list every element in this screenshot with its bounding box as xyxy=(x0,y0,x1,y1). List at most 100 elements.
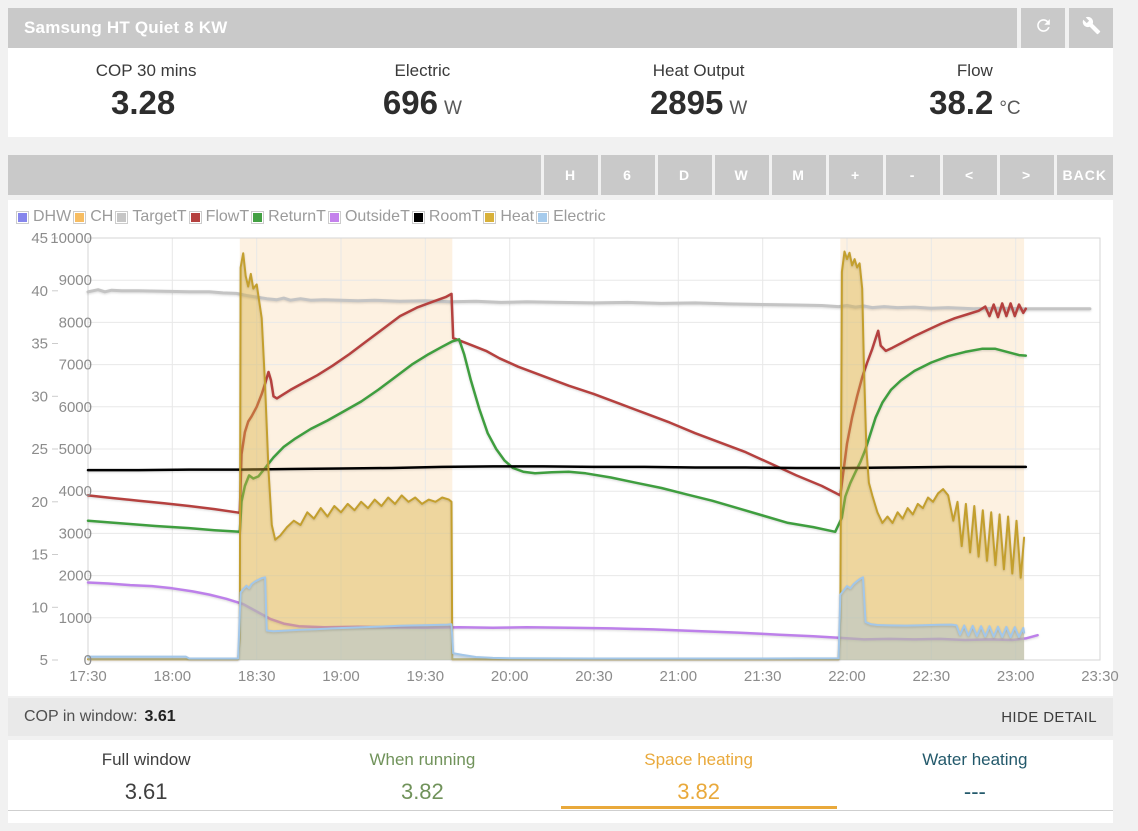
legend-label: Electric xyxy=(553,208,606,225)
detail-label: Water heating xyxy=(922,750,1028,769)
detail-label: Space heating xyxy=(644,750,753,769)
stat-label: COP 30 mins xyxy=(95,61,197,80)
toolbar-button-zoom-in[interactable]: + xyxy=(825,155,883,195)
detail-tab-full-window[interactable]: Full window 3.61 xyxy=(8,750,284,805)
power-axis-tick-label: 6000 xyxy=(59,399,92,416)
legend-item: CH xyxy=(73,208,115,226)
power-axis-tick-label: 8000 xyxy=(59,314,92,331)
toolbar-button-week[interactable]: W xyxy=(711,155,769,195)
power-axis-tick-label: 9000 xyxy=(59,272,92,289)
temp-axis-tick-label: 40 xyxy=(31,283,48,300)
stats-panel: COP 30 mins 3.28 Electric 696 W Heat Outp… xyxy=(8,48,1113,137)
temp-axis-tick-label: 25 xyxy=(31,441,48,458)
x-axis-tick-label: 18:00 xyxy=(154,668,192,685)
temp-axis-tick-label: 35 xyxy=(31,336,48,353)
hide-detail-button[interactable]: HIDE DETAIL xyxy=(1001,708,1097,726)
app-container: Samsung HT Quiet 8 KW COP 30 mins 3.28 E… xyxy=(8,8,1119,823)
series-line-returnt xyxy=(86,338,1028,534)
temp-axis-tick-label: 20 xyxy=(31,494,48,511)
legend-item: TargetT xyxy=(115,208,188,226)
power-axis-tick-label: 1000 xyxy=(59,610,92,627)
detail-tab-water-heating[interactable]: Water heating --- xyxy=(837,750,1113,805)
series-fill-heat xyxy=(88,251,1025,660)
refresh-button[interactable] xyxy=(1021,8,1065,48)
settings-button[interactable] xyxy=(1069,8,1113,48)
stat-value: 3.28 xyxy=(111,84,176,121)
stat-heat-output: Heat Output 2895 W xyxy=(561,48,837,137)
legend-label: RoomT xyxy=(428,208,482,225)
legend-item: OutsideT xyxy=(327,208,412,226)
detail-tab-when-running[interactable]: When running 3.82 xyxy=(284,750,560,805)
series-line-flowt xyxy=(86,292,1028,515)
x-axis-tick-label: 19:00 xyxy=(322,668,360,685)
series-fill-electric xyxy=(88,577,1025,660)
cop-window-bar: COP in window: 3.61 HIDE DETAIL xyxy=(8,698,1113,736)
temp-axis-tick-label: 45 xyxy=(31,230,48,247)
toolbar-button-hour[interactable]: H xyxy=(540,155,598,195)
legend-label: DHW xyxy=(33,208,72,225)
legend-label: ReturnT xyxy=(268,208,326,225)
legend-item: DHW xyxy=(16,208,73,226)
legend-label: OutsideT xyxy=(344,208,410,225)
temp-axis-tick-label: 30 xyxy=(31,388,48,405)
x-axis-tick-label: 21:00 xyxy=(660,668,698,685)
detail-label: When running xyxy=(369,750,476,769)
stat-value: 38.2 xyxy=(929,84,994,121)
chart-plot-area[interactable]: 17:30 18:00 18:30 19:00 19:30 20:00 20:30 21:00… xyxy=(8,228,1118,688)
legend-swatch-outsidet xyxy=(327,210,341,224)
toolbar-button-zoom-out[interactable]: - xyxy=(882,155,940,195)
active-detail-underline xyxy=(560,806,837,809)
series-line-roomt xyxy=(86,465,1028,472)
detail-value: --- xyxy=(963,779,986,804)
detail-panel: Full window 3.61 When running 3.82 Space… xyxy=(8,740,1113,823)
toolbar-button-six-hours[interactable]: 6 xyxy=(597,155,655,195)
x-axis-tick-label: 23:30 xyxy=(1081,668,1119,685)
power-axis-tick-label: 2000 xyxy=(59,568,92,585)
power-axis-tick-label: 5000 xyxy=(59,441,92,458)
legend-item: FlowT xyxy=(188,208,252,226)
legend-swatch-ch xyxy=(73,210,87,224)
x-axis-tick-label: 19:30 xyxy=(407,668,445,685)
detail-label: Full window xyxy=(101,750,191,769)
temp-axis-tick-label: 5 xyxy=(40,652,48,669)
toolbar-button-month[interactable]: M xyxy=(768,155,826,195)
legend-label: TargetT xyxy=(132,208,187,225)
detail-divider xyxy=(8,810,1113,811)
legend-label: CH xyxy=(90,208,114,225)
legend-swatch-heat xyxy=(483,210,497,224)
toolbar-button-pan-right[interactable]: > xyxy=(996,155,1054,195)
legend-item: ReturnT xyxy=(251,208,328,226)
series-line-electric xyxy=(87,576,1026,660)
stat-cop-30-mins: COP 30 mins 3.28 xyxy=(8,48,284,137)
series-line-outsidet xyxy=(86,581,1039,642)
x-axis-tick-label: 17:30 xyxy=(69,668,107,685)
stat-label: Heat Output xyxy=(652,61,745,80)
power-axis-tick-label: 7000 xyxy=(59,357,92,374)
legend-swatch-returnt xyxy=(251,210,265,224)
legend-item: Electric xyxy=(536,208,607,226)
legend-item: RoomT xyxy=(411,208,483,226)
chart-toolbar: H 6 D W M + - < > BACK xyxy=(8,155,1113,195)
legend-item: Heat xyxy=(483,208,536,226)
legend-swatch-flowt xyxy=(188,210,202,224)
stat-electric: Electric 696 W xyxy=(284,48,560,137)
stat-value: 2895 xyxy=(649,84,724,121)
legend-swatch-electric xyxy=(536,210,550,224)
toolbar-button-back[interactable]: BACK xyxy=(1053,155,1113,195)
toolbar-button-pan-left[interactable]: < xyxy=(939,155,997,195)
x-axis-tick-label: 20:30 xyxy=(575,668,613,685)
x-axis-tick-label: 22:00 xyxy=(828,668,866,685)
cop-window-value: 3.61 xyxy=(144,708,176,725)
x-axis-tick-label: 21:30 xyxy=(744,668,782,685)
refresh-icon xyxy=(1034,16,1053,40)
detail-value: 3.82 xyxy=(677,779,721,804)
stat-unit: W xyxy=(443,98,462,119)
power-axis-tick-label: 10000 xyxy=(50,230,92,247)
toolbar-button-day[interactable]: D xyxy=(654,155,712,195)
temp-axis-tick-label: 10 xyxy=(31,599,48,616)
detail-tab-space-heating[interactable]: Space heating 3.82 xyxy=(561,750,837,805)
stat-label: Flow xyxy=(956,61,993,80)
stat-unit: °C xyxy=(999,98,1021,119)
stat-flow: Flow 38.2 °C xyxy=(837,48,1113,137)
chart-legend: DHW CH TargetT FlowT ReturnT OutsideT RoomT Hea… xyxy=(8,206,1113,228)
